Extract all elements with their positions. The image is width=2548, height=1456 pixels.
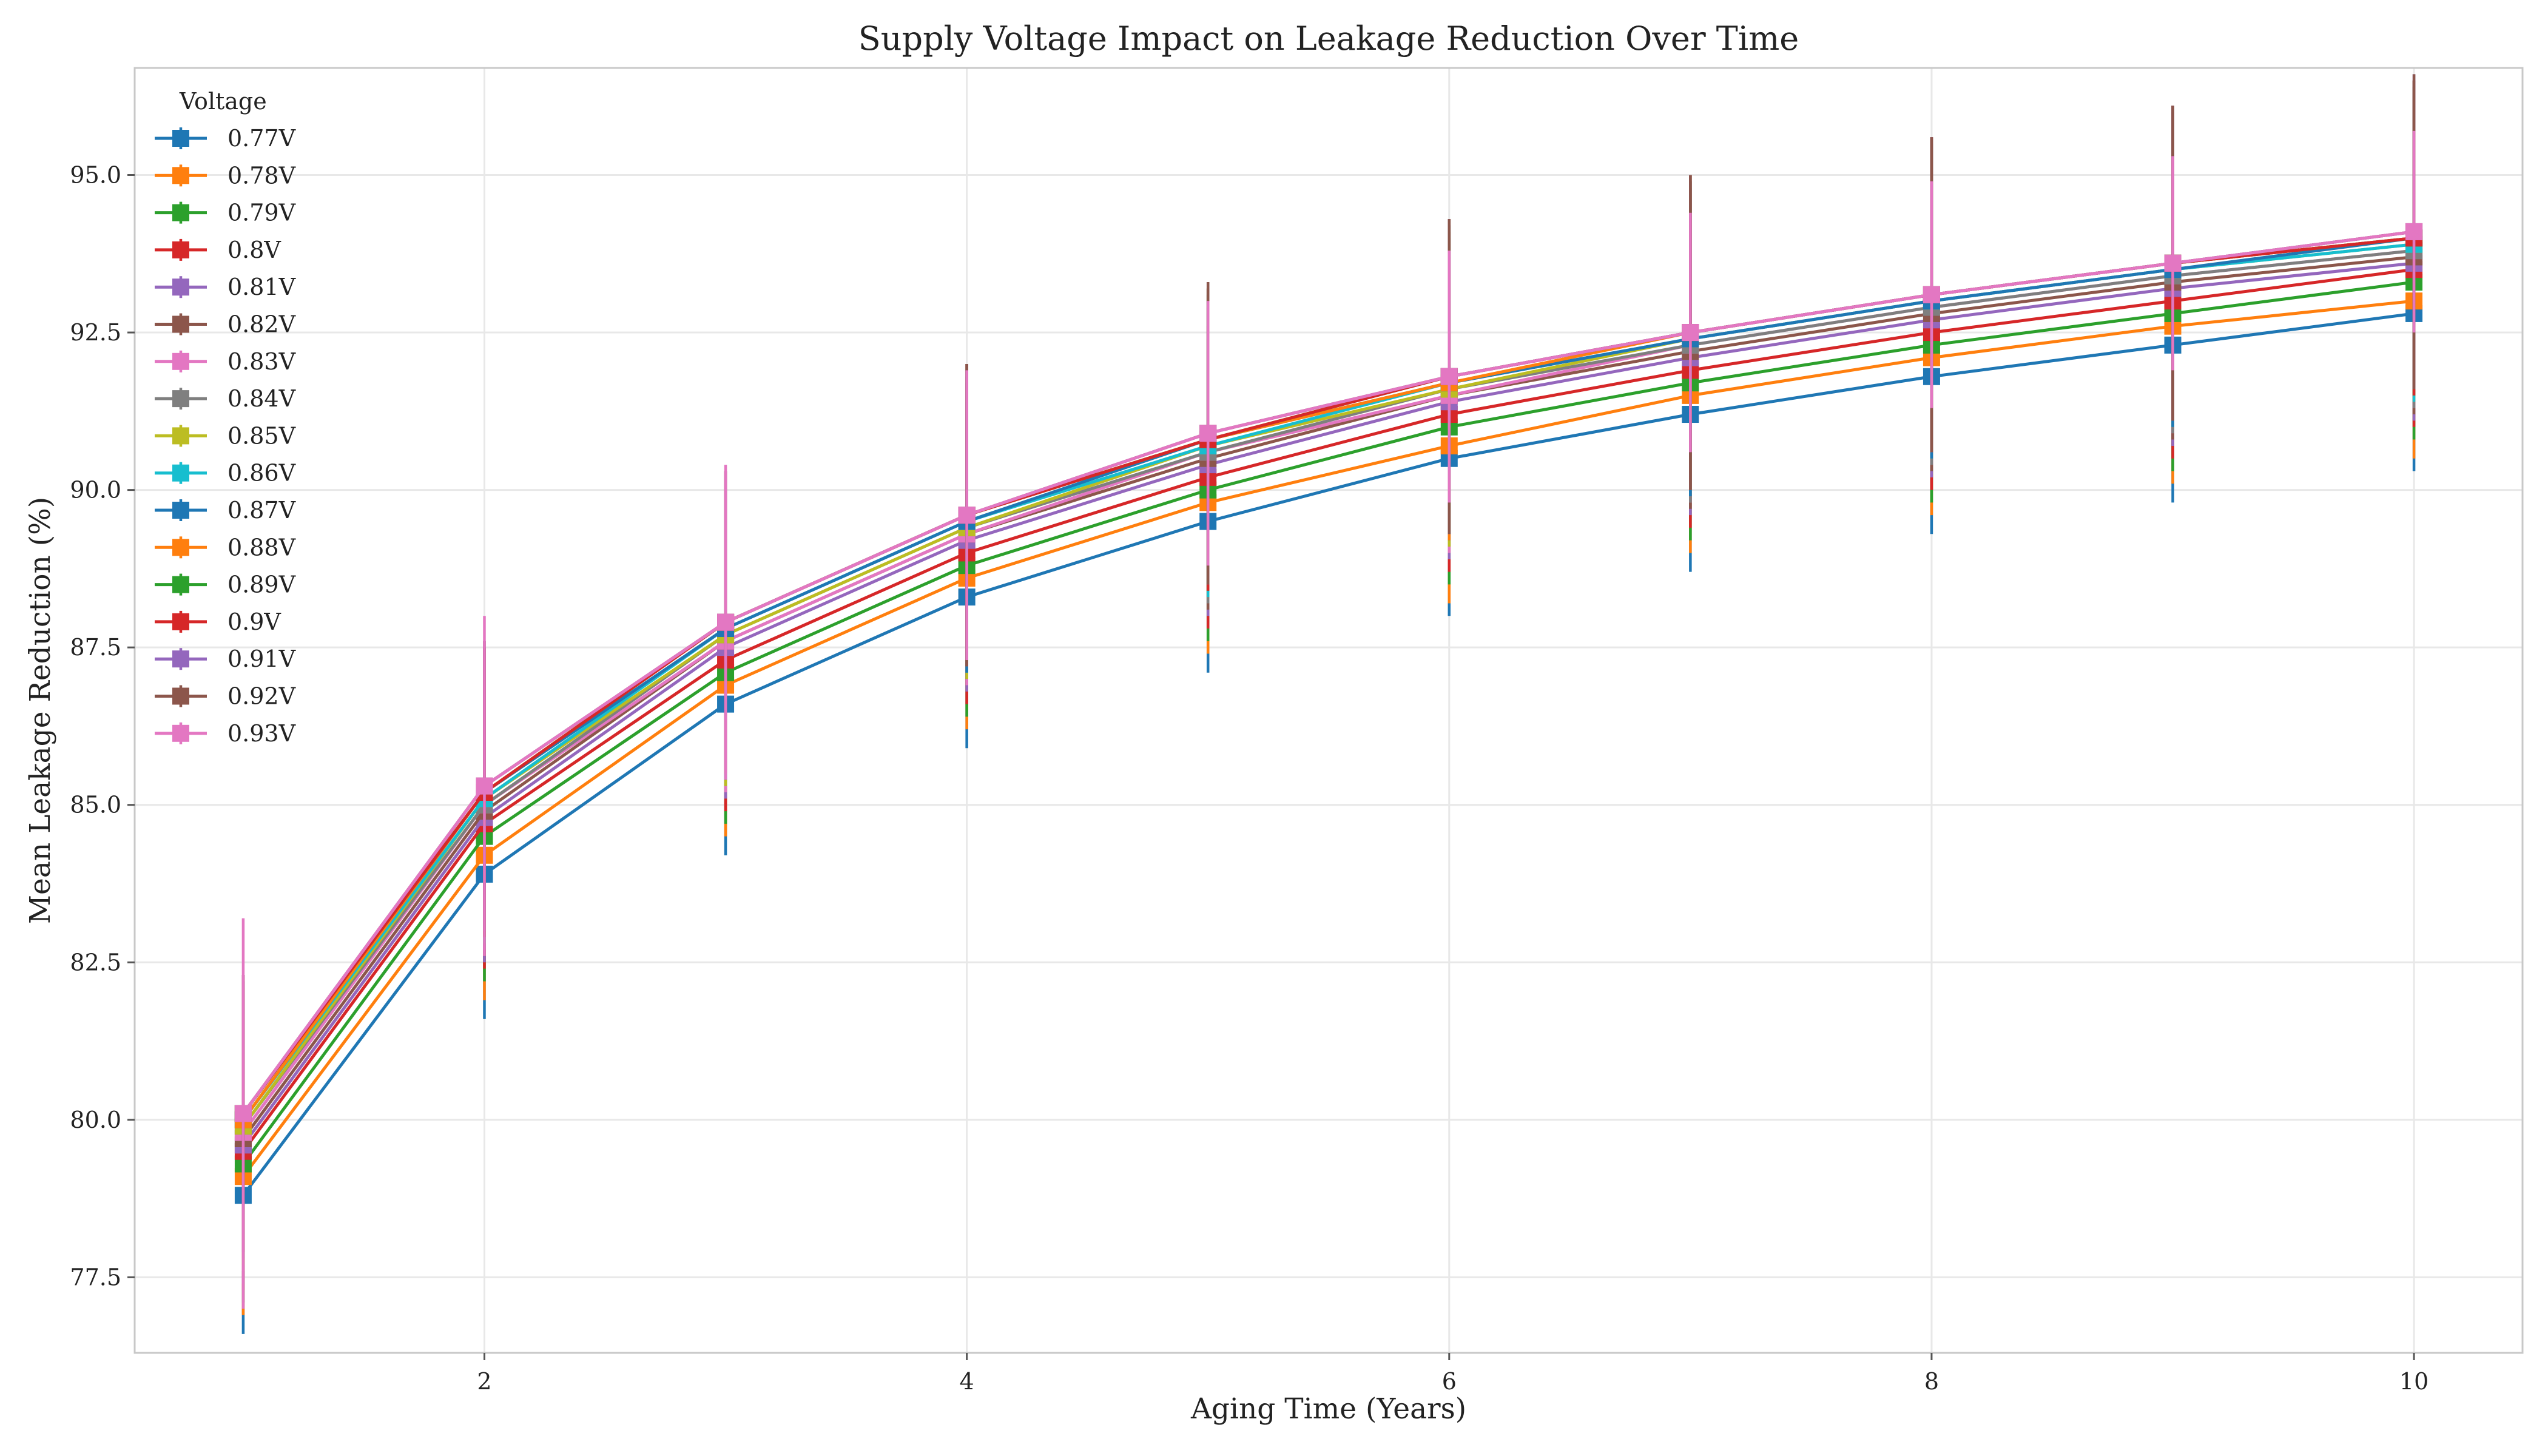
legend-label: 0.91V xyxy=(228,645,296,672)
y-ticks: 77.5 80.0 82.5 85.0 87.5 90.0 92.5 95.0 xyxy=(70,162,135,1290)
series-line xyxy=(241,312,2415,1196)
legend-swatch-marker xyxy=(172,502,189,519)
data-point xyxy=(717,613,735,631)
legend-item: 0.91V xyxy=(155,645,296,672)
legend-swatch-marker xyxy=(172,390,189,408)
y-axis-label: Mean Leakage Reduction (%) xyxy=(24,497,57,924)
legend-swatch-marker xyxy=(172,687,189,705)
legend-swatch-marker xyxy=(172,576,189,593)
legend-label: 0.8V xyxy=(228,237,281,263)
y-tick-label: 90.0 xyxy=(70,477,121,504)
y-tick-label: 95.0 xyxy=(70,162,121,189)
legend-label: 0.79V xyxy=(228,200,296,226)
series-line xyxy=(241,299,2415,1178)
grid xyxy=(135,68,2523,1353)
legend-item: 0.83V xyxy=(155,348,296,375)
chart-title: Supply Voltage Impact on Leakage Reducti… xyxy=(858,19,1799,58)
x-tick-label: 8 xyxy=(1924,1368,1939,1395)
legend-swatch-marker xyxy=(172,650,189,668)
legend-swatch-marker xyxy=(172,427,189,445)
x-tick-label: 6 xyxy=(1442,1368,1457,1395)
series-line xyxy=(241,230,2415,1114)
series-layer xyxy=(234,74,2423,1334)
legend-label: 0.82V xyxy=(228,311,296,338)
data-point xyxy=(476,777,493,795)
x-tick-label: 2 xyxy=(477,1368,491,1395)
series-line xyxy=(241,255,2415,1140)
data-point xyxy=(1199,425,1217,442)
series-line xyxy=(241,261,2415,1146)
legend-label: 0.78V xyxy=(228,162,296,189)
series-line xyxy=(241,280,2415,1165)
y-tick-label: 87.5 xyxy=(70,634,121,661)
legend-item: 0.87V xyxy=(155,497,296,524)
data-point xyxy=(1682,324,1699,342)
legend-item: 0.82V xyxy=(155,311,296,338)
legend-label: 0.77V xyxy=(228,125,296,152)
legend-item: 0.79V xyxy=(155,200,296,226)
x-ticks: 2 4 6 8 10 xyxy=(477,1353,2428,1395)
legend-item: 0.81V xyxy=(155,274,296,300)
data-point xyxy=(1923,286,1940,303)
y-tick-label: 80.0 xyxy=(70,1107,121,1133)
legend-swatch-marker xyxy=(172,724,189,742)
series-0.93V xyxy=(234,130,2423,1309)
y-tick-label: 85.0 xyxy=(70,792,121,818)
legend-item: 0.77V xyxy=(155,125,296,152)
y-tick-label: 92.5 xyxy=(70,319,121,346)
legend-item: 0.8V xyxy=(155,237,281,263)
legend-label: 0.89V xyxy=(228,571,296,598)
legend-label: 0.9V xyxy=(228,608,281,635)
legend-label: 0.87V xyxy=(228,497,296,524)
legend-item: 0.93V xyxy=(155,720,296,747)
legend-swatch-marker xyxy=(172,352,189,370)
data-point xyxy=(958,507,976,524)
y-tick-label: 77.5 xyxy=(70,1264,121,1290)
legend-item: 0.92V xyxy=(155,683,296,710)
legend-swatch-marker xyxy=(172,315,189,333)
legend-title: Voltage xyxy=(179,88,267,115)
x-tick-label: 10 xyxy=(2399,1368,2428,1395)
data-point xyxy=(2405,223,2423,240)
legend-label: 0.84V xyxy=(228,385,296,412)
legend-label: 0.83V xyxy=(228,348,296,375)
legend-swatch-marker xyxy=(172,130,189,147)
legend-swatch-marker xyxy=(172,241,189,258)
legend-swatch-marker xyxy=(172,278,189,296)
legend-item: 0.84V xyxy=(155,385,296,412)
legend-swatch-marker xyxy=(172,613,189,630)
series-line xyxy=(241,268,2415,1153)
legend-item: 0.88V xyxy=(155,534,296,561)
data-point xyxy=(1440,368,1458,385)
legend-item: 0.85V xyxy=(155,422,296,449)
legend-label: 0.81V xyxy=(228,274,296,300)
legend-swatch-marker xyxy=(172,167,189,184)
y-tick-label: 82.5 xyxy=(70,949,121,976)
legend-item: 0.89V xyxy=(155,571,296,598)
plot-area xyxy=(133,67,2524,1354)
legend-swatch-marker xyxy=(172,464,189,482)
legend: Voltage 0.77V 0.78V 0.79V 0.8V 0.81V 0.82V 0.8… xyxy=(155,88,296,747)
legend-label: 0.85V xyxy=(228,422,296,449)
series-line xyxy=(241,249,2415,1127)
legend-item: 0.9V xyxy=(155,608,281,635)
x-tick-label: 4 xyxy=(960,1368,974,1395)
data-point xyxy=(234,1105,252,1122)
legend-item: 0.86V xyxy=(155,460,296,487)
legend-label: 0.93V xyxy=(228,720,296,747)
x-axis-label: Aging Time (Years) xyxy=(1190,1392,1466,1426)
legend-swatch-marker xyxy=(172,204,189,221)
legend-label: 0.88V xyxy=(228,534,296,561)
data-point xyxy=(2164,254,2182,272)
legend-label: 0.92V xyxy=(228,683,296,710)
legend-label: 0.86V xyxy=(228,460,296,487)
legend-item: 0.78V xyxy=(155,162,296,189)
legend-swatch-marker xyxy=(172,539,189,556)
